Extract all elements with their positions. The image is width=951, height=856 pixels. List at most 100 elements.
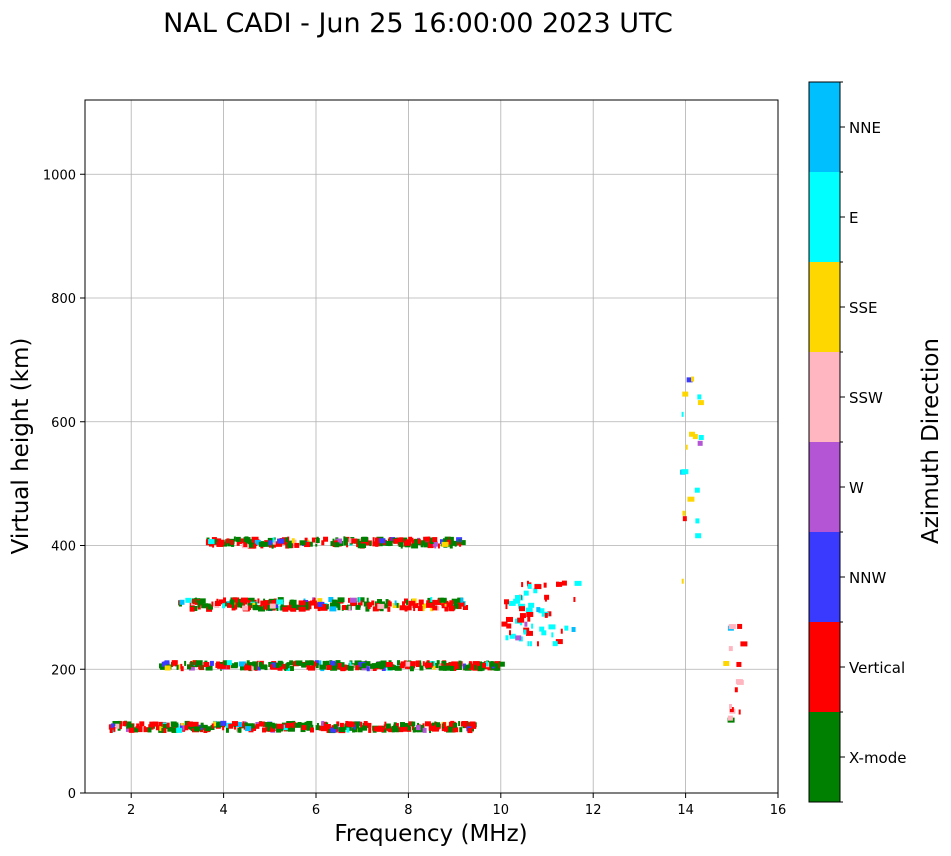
echo-point	[290, 606, 297, 612]
echo-point	[333, 724, 338, 730]
echo-point	[385, 599, 389, 605]
echo-point	[258, 541, 265, 547]
echo-point	[430, 606, 434, 612]
echo-point	[391, 665, 397, 671]
echo-point	[457, 597, 464, 603]
echo-point	[467, 728, 473, 734]
echo-point	[249, 604, 252, 610]
echo-point	[376, 726, 383, 732]
echo-point	[556, 581, 563, 587]
echo-point	[506, 623, 512, 629]
echo-point	[441, 723, 444, 729]
echo-point	[326, 660, 330, 666]
echo-point	[315, 663, 319, 669]
y-tick-label: 600	[51, 416, 76, 431]
echo-point	[155, 725, 160, 731]
echo-point	[531, 623, 534, 629]
x-tick-label: 6	[312, 803, 320, 818]
echo-point	[217, 663, 224, 669]
echo-point	[365, 606, 370, 612]
echo-point	[555, 581, 559, 587]
echo-point	[698, 434, 704, 440]
echo-point	[139, 721, 145, 727]
echo-point	[523, 590, 529, 596]
echo-point	[329, 606, 337, 612]
echo-point	[177, 664, 180, 670]
echo-point	[134, 727, 139, 733]
echo-point	[315, 541, 318, 547]
echo-point	[257, 598, 260, 604]
echo-point	[275, 541, 283, 547]
echo-point	[513, 598, 521, 604]
echo-point	[691, 376, 695, 382]
echo-point	[355, 604, 361, 610]
echo-point	[573, 596, 576, 602]
echo-point	[364, 661, 371, 667]
echo-point	[435, 663, 439, 669]
echo-point	[252, 661, 258, 667]
echo-point	[204, 726, 211, 732]
echo-point	[275, 603, 279, 609]
echo-point	[328, 596, 334, 602]
echo-point	[343, 537, 347, 543]
grid-lines	[85, 100, 779, 794]
echo-point	[681, 411, 684, 417]
colorbar-segment	[809, 352, 840, 442]
echo-point	[244, 663, 247, 669]
echo-point	[385, 723, 391, 729]
echo-point	[277, 660, 283, 666]
echo-point	[399, 537, 404, 543]
echo-point	[330, 665, 338, 671]
echo-point	[738, 709, 741, 715]
echo-point	[301, 725, 307, 731]
echo-point	[136, 723, 140, 729]
echo-point	[276, 605, 279, 611]
echo-point	[385, 661, 393, 667]
echo-point	[226, 538, 230, 544]
echo-point	[414, 538, 421, 544]
echo-point	[458, 540, 466, 546]
echo-point	[437, 598, 440, 604]
echo-point	[184, 725, 189, 731]
echo-point	[197, 602, 200, 608]
echo-point	[320, 726, 328, 732]
echo-point	[152, 721, 159, 727]
echo-point	[421, 603, 427, 609]
echo-point	[345, 720, 349, 726]
echo-point	[109, 727, 113, 733]
echo-point	[360, 721, 363, 727]
echo-point	[309, 727, 314, 733]
echo-point	[342, 604, 347, 610]
echo-point	[448, 662, 455, 668]
echo-point	[298, 606, 306, 612]
echo-point	[727, 715, 733, 721]
echo-point	[526, 611, 534, 617]
echo-point	[571, 626, 576, 632]
echo-point	[305, 601, 309, 607]
echo-point	[394, 600, 397, 606]
echo-point	[387, 601, 392, 607]
echo-point	[454, 603, 459, 609]
echo-point	[529, 641, 532, 647]
echo-point	[226, 660, 232, 666]
echo-point	[260, 600, 266, 606]
y-axis-label: Virtual height (km)	[8, 338, 34, 555]
echo-point	[459, 541, 462, 547]
echo-point	[460, 597, 464, 603]
echo-point	[326, 604, 329, 610]
echo-point	[454, 727, 459, 733]
colorbar-segment	[809, 442, 840, 532]
echo-point	[552, 641, 558, 647]
echo-point	[339, 722, 344, 728]
echo-point	[228, 723, 234, 729]
echo-point	[436, 722, 441, 728]
echo-point	[251, 723, 255, 729]
echo-point	[119, 724, 122, 730]
echo-point	[200, 722, 204, 728]
echo-point	[354, 660, 362, 666]
echo-point	[190, 661, 194, 667]
echo-point	[398, 541, 404, 547]
echo-point	[728, 646, 733, 652]
echo-point	[195, 597, 198, 603]
echo-point	[245, 538, 250, 544]
